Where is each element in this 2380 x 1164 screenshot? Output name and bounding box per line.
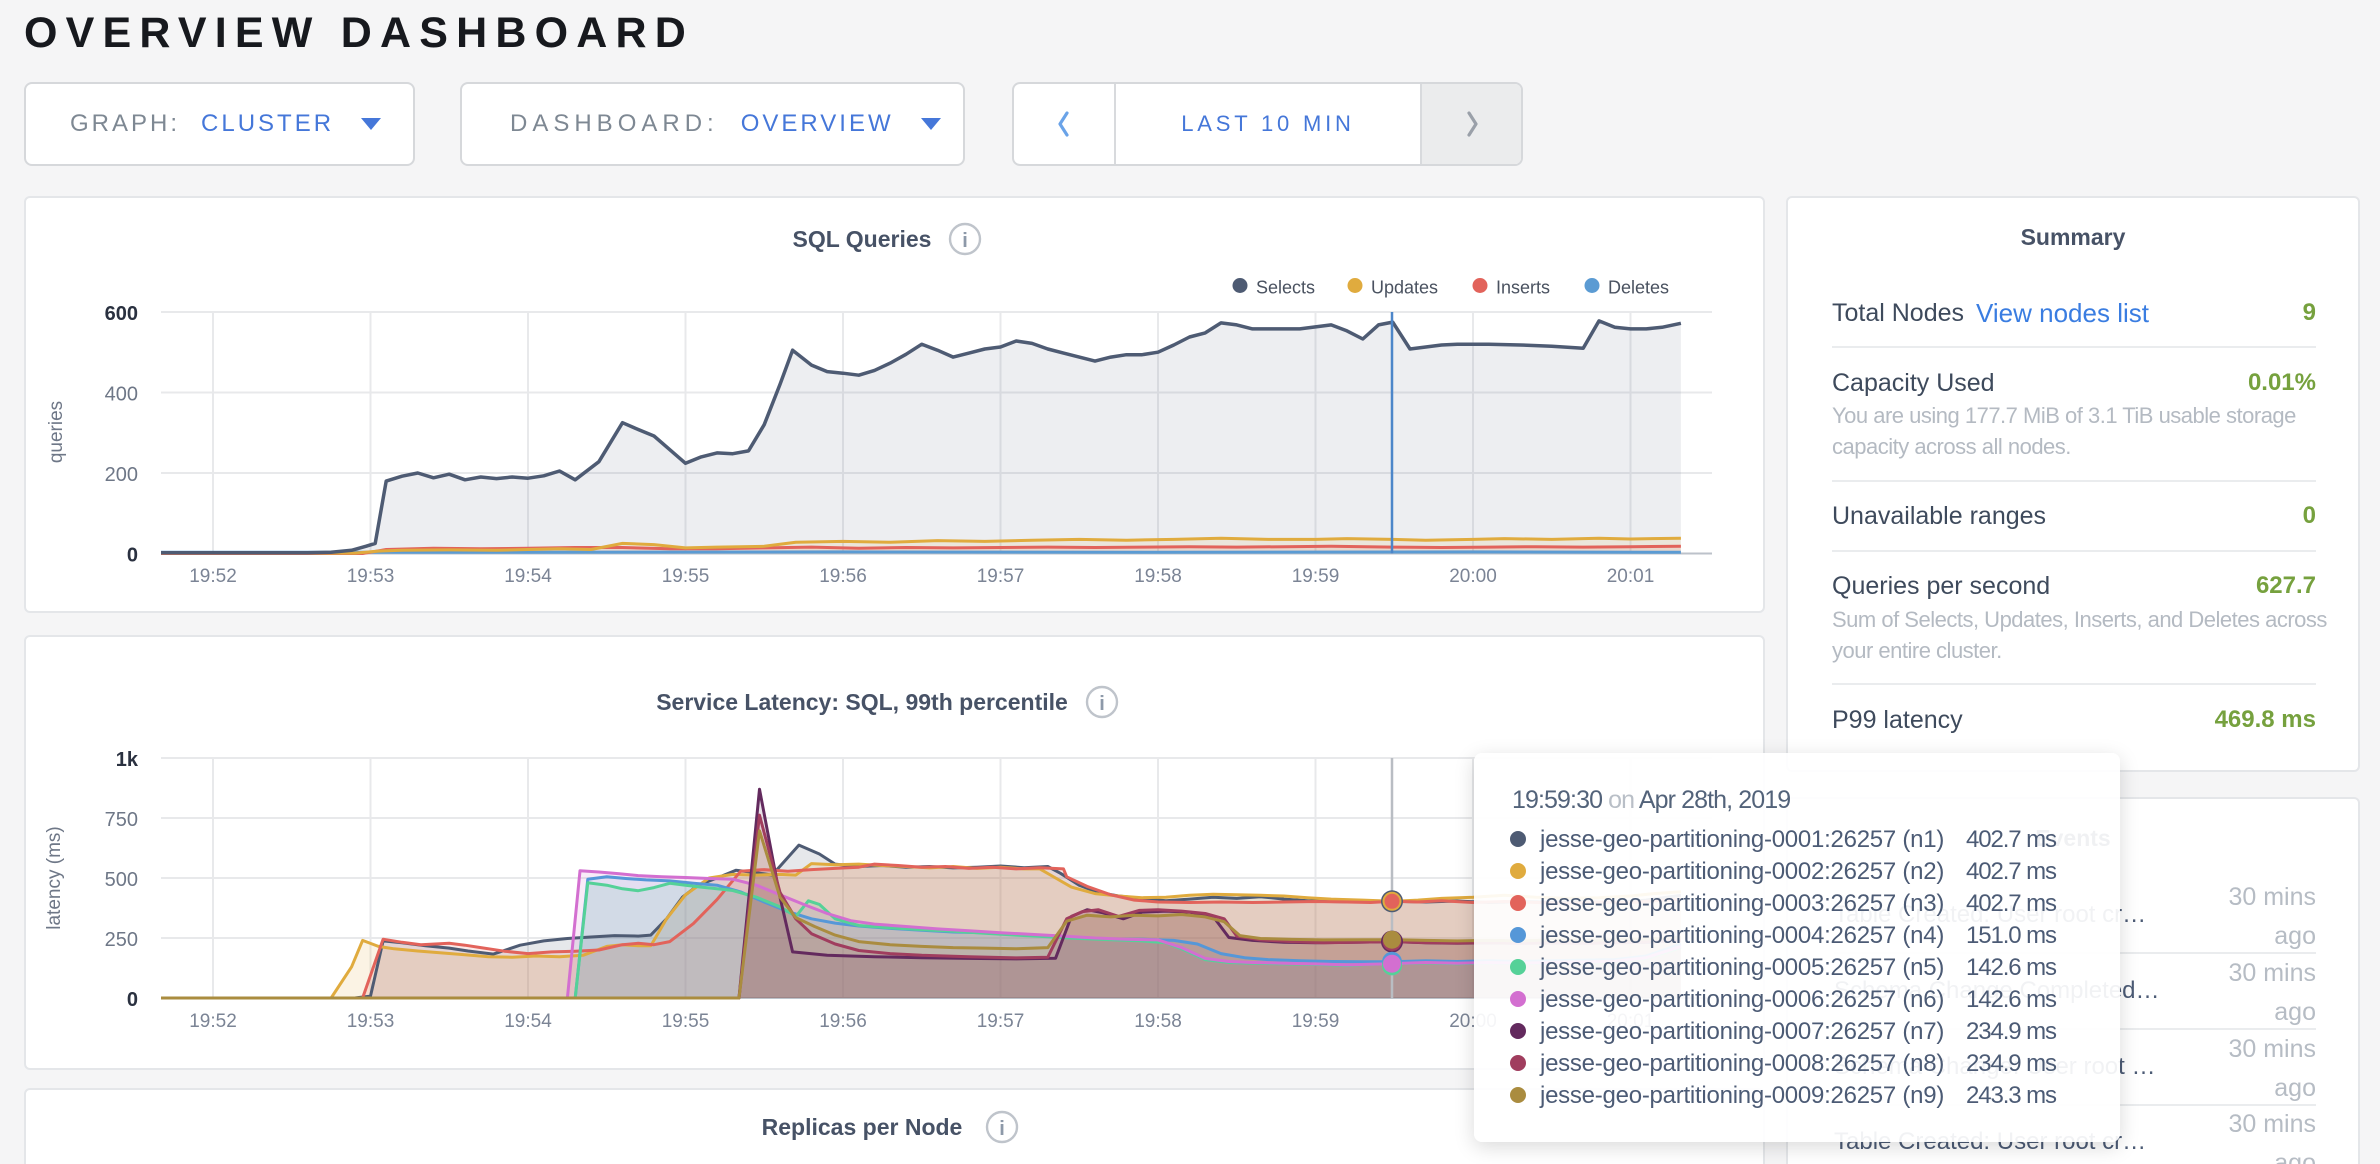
svg-text:750: 750: [105, 809, 138, 831]
svg-text:queries: queries: [46, 401, 67, 463]
svg-text:i: i: [962, 230, 968, 252]
svg-text:19:53: 19:53: [347, 566, 395, 587]
svg-text:200: 200: [105, 464, 138, 486]
svg-text:SQL Queries: SQL Queries: [793, 226, 932, 252]
svg-text:i: i: [999, 1118, 1005, 1140]
svg-text:Replicas per Node: Replicas per Node: [762, 1114, 963, 1140]
svg-text:19:52: 19:52: [189, 1011, 237, 1032]
svg-text:Deletes: Deletes: [1608, 278, 1669, 298]
svg-text:latency (ms): latency (ms): [44, 826, 65, 929]
svg-text:19:59: 19:59: [1292, 1011, 1340, 1032]
svg-text:19:58: 19:58: [1134, 1011, 1182, 1032]
svg-text:0: 0: [127, 989, 138, 1011]
svg-text:19:52: 19:52: [189, 566, 237, 587]
svg-text:19:57: 19:57: [977, 566, 1025, 587]
svg-text:19:57: 19:57: [977, 1011, 1025, 1032]
svg-text:19:53: 19:53: [347, 1011, 395, 1032]
svg-text:19:54: 19:54: [504, 566, 552, 587]
svg-text:Selects: Selects: [1256, 278, 1315, 298]
svg-text:500: 500: [105, 869, 138, 891]
svg-text:0: 0: [127, 545, 138, 567]
svg-text:Inserts: Inserts: [1496, 278, 1550, 298]
svg-text:19:56: 19:56: [819, 1011, 867, 1032]
svg-text:19:55: 19:55: [662, 566, 710, 587]
svg-text:250: 250: [105, 929, 138, 951]
svg-text:Service Latency: SQL, 99th per: Service Latency: SQL, 99th percentile: [656, 689, 1068, 715]
svg-text:19:55: 19:55: [662, 1011, 710, 1032]
svg-text:i: i: [1099, 693, 1105, 715]
svg-text:19:54: 19:54: [504, 1011, 552, 1032]
svg-text:19:56: 19:56: [819, 566, 867, 587]
svg-text:19:59: 19:59: [1292, 566, 1340, 587]
svg-text:400: 400: [105, 384, 138, 406]
svg-text:20:00: 20:00: [1449, 566, 1497, 587]
svg-text:Updates: Updates: [1371, 278, 1438, 298]
svg-text:19:58: 19:58: [1134, 566, 1182, 587]
svg-text:20:01: 20:01: [1607, 566, 1655, 587]
svg-text:600: 600: [105, 303, 138, 325]
svg-text:1k: 1k: [116, 749, 139, 771]
